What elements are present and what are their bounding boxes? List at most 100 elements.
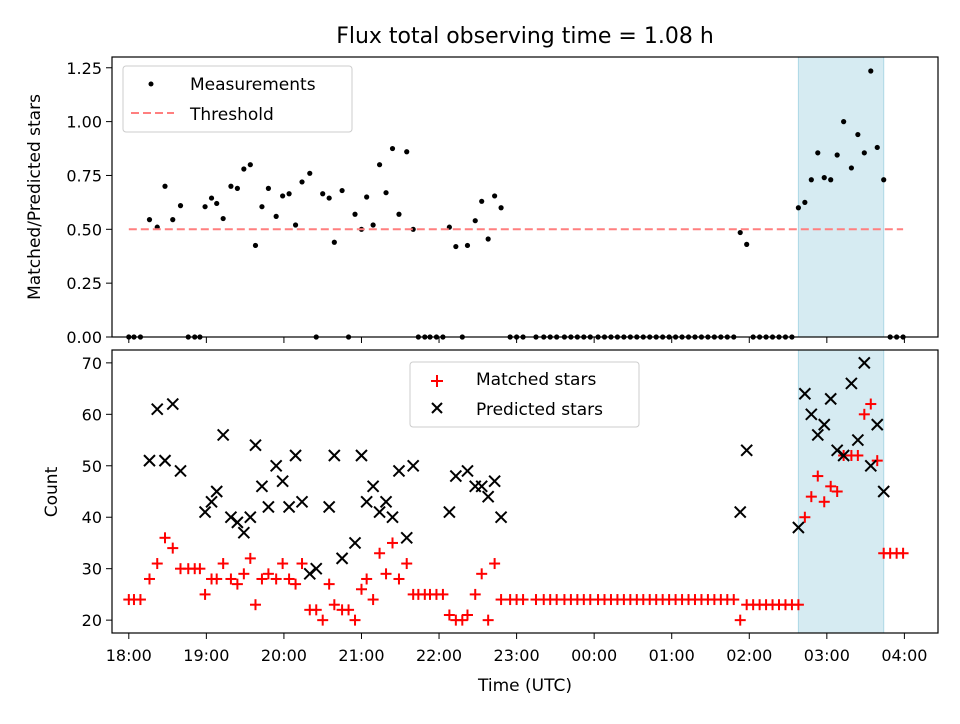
legend-threshold-label: Threshold — [189, 105, 274, 125]
predicted-star-point — [348, 536, 362, 550]
predicted-star-stroke-b — [276, 475, 289, 488]
bottom-panel-marks — [123, 356, 909, 626]
predicted-star-point — [210, 485, 223, 498]
predicted-star-point — [798, 387, 812, 400]
x-tick-label: 18:00 — [106, 646, 152, 665]
matched-star-point — [805, 491, 817, 503]
matched-star-point — [194, 563, 206, 575]
predicted-star-point — [237, 526, 251, 539]
predicted-star-point — [392, 464, 406, 478]
predicted-star-point — [366, 480, 380, 493]
measurement-point — [376, 162, 383, 168]
predicted-star-point — [310, 562, 323, 575]
predicted-star-point — [461, 464, 474, 478]
measurement-point — [802, 199, 808, 205]
measurement-point — [177, 203, 184, 209]
predicted-star-stroke-b — [205, 495, 218, 508]
predicted-star-point — [877, 485, 890, 498]
bottom-panel-ylabel: Count — [42, 466, 62, 517]
predicted-star-point — [262, 500, 275, 514]
matched-star-point — [437, 588, 449, 600]
matched-star-point — [387, 537, 399, 549]
predicted-star-stroke-b — [198, 505, 212, 519]
predicted-star-point — [244, 511, 257, 524]
predicted-star-stroke-b — [837, 449, 850, 462]
measurement-point — [273, 213, 279, 219]
matched-star-point — [897, 547, 909, 559]
matched-star-point — [217, 558, 229, 570]
predicted-star-stroke-b — [174, 464, 187, 478]
predicted-star-stroke-b — [386, 511, 399, 524]
y-tick-label: 0.25 — [66, 274, 102, 293]
predicted-star-stroke-b — [373, 505, 386, 519]
matched-star-point — [361, 573, 373, 585]
predicted-star-stroke-b — [798, 387, 812, 400]
matched-star-point — [238, 568, 250, 580]
matched-star-point — [317, 614, 329, 626]
matched-star-point — [865, 398, 877, 410]
predicted-star-stroke-b — [461, 464, 474, 478]
matched-star-point — [825, 480, 837, 492]
predicted-star-point — [158, 454, 172, 467]
chart-title: Flux total observing time = 1.08 h — [336, 24, 714, 49]
predicted-star-point — [373, 505, 386, 519]
y-tick-label: 0.00 — [66, 328, 102, 347]
measurement-point — [234, 185, 240, 191]
x-tick-label: 22:00 — [416, 646, 462, 665]
predicted-star-stroke-b — [443, 505, 456, 519]
matched-star-point — [517, 594, 529, 606]
predicted-star-stroke-b — [858, 356, 871, 370]
measurement-point — [364, 194, 370, 200]
predicted-star-stroke-b — [811, 428, 824, 442]
predicted-star-point — [851, 433, 865, 447]
matched-star-point — [374, 547, 386, 559]
y-tick-label: 40 — [82, 508, 102, 527]
y-tick-label: 70 — [82, 354, 102, 373]
predicted-star-stroke-b — [406, 459, 420, 472]
measurement-point — [162, 183, 168, 189]
measurement-point — [220, 215, 226, 222]
matched-star-point — [296, 558, 308, 570]
measurement-point — [498, 205, 504, 211]
predicted-star-point — [845, 377, 858, 390]
predicted-star-point — [335, 552, 349, 565]
legend-predicted-label: Predicted stars — [476, 400, 603, 420]
predicted-star-stroke-b — [158, 454, 172, 467]
predicted-star-stroke-b — [348, 536, 362, 550]
legend-matched-label: Matched stars — [476, 370, 596, 390]
legend-predicted-marker — [431, 402, 443, 414]
measurement-point — [815, 150, 821, 156]
predicted-star-point — [805, 408, 818, 421]
x-tick-label: 02:00 — [726, 646, 772, 665]
measurement-point — [331, 239, 337, 245]
predicted-star-point — [322, 500, 336, 514]
predicted-star-point — [494, 511, 508, 524]
bottom-panel-legend: Matched stars Predicted stars — [409, 361, 640, 428]
predicted-star-point — [143, 454, 156, 467]
predicted-star-stroke-b — [740, 444, 753, 457]
predicted-star-point — [488, 475, 501, 488]
matched-star-point — [323, 578, 335, 590]
measurement-point — [339, 187, 345, 194]
measurement-point — [841, 119, 847, 125]
predicted-star-point — [205, 495, 218, 508]
measurement-point — [453, 243, 459, 250]
predicted-star-stroke-b — [289, 449, 302, 462]
predicted-star-point — [475, 480, 488, 493]
matched-star-point — [443, 609, 455, 621]
matched-star-point — [858, 408, 870, 420]
matched-star-point — [489, 558, 501, 570]
predicted-star-stroke-b — [295, 495, 309, 508]
measurement-point — [808, 177, 814, 183]
matched-star-point — [461, 609, 473, 621]
matched-star-point — [256, 573, 268, 585]
measurement-point — [874, 144, 880, 151]
x-tick-label: 23:00 — [494, 646, 540, 665]
measurement-point — [259, 204, 265, 210]
measurement-point — [299, 179, 305, 185]
predicted-star-point — [198, 505, 212, 519]
measurement-point — [370, 222, 376, 228]
matched-star-point — [167, 542, 179, 554]
predicted-star-stroke-b — [166, 397, 179, 411]
matched-star-point — [225, 573, 237, 585]
